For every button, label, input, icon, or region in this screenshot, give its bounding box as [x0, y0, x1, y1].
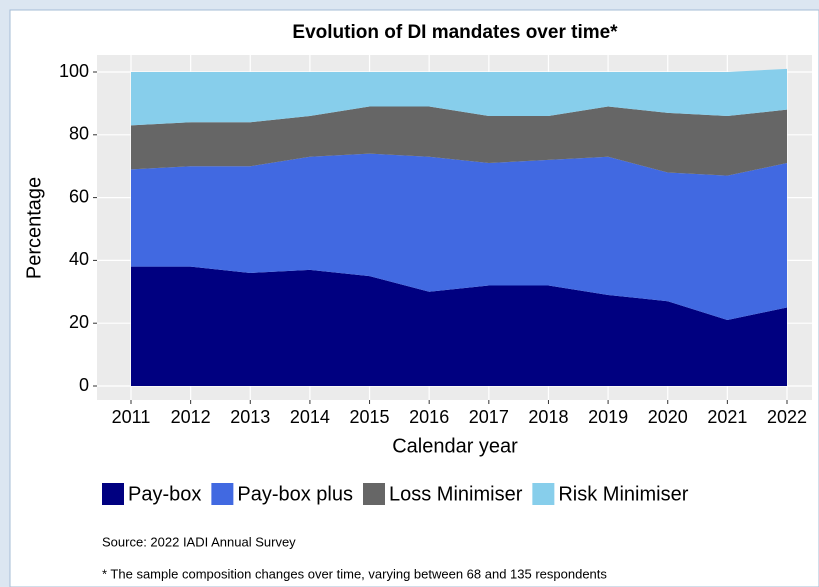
x-tick-label: 2018	[528, 407, 568, 427]
legend-label: Risk Minimiser	[558, 483, 688, 505]
area	[131, 68, 787, 126]
x-tick-label: 2019	[588, 407, 628, 427]
y-axis-title: Percentage	[23, 177, 45, 279]
x-tick-label: 2011	[112, 407, 151, 427]
y-tick-label: 0	[79, 375, 89, 395]
source: Source: 2022 IADI Annual Survey	[102, 534, 296, 549]
x-tick-label: 2017	[469, 407, 509, 427]
chart-title: Evolution of DI mandates over time*	[292, 22, 618, 43]
area	[131, 106, 787, 176]
legend-label: Pay-box plus	[237, 483, 353, 505]
legend-key	[532, 483, 555, 505]
y-tick-label: 100	[59, 61, 89, 81]
x-tick-label: 2014	[290, 407, 330, 427]
x-tick-label: 2022	[767, 407, 807, 427]
y-tick-label: 80	[69, 124, 89, 144]
area	[131, 266, 787, 386]
legend-label: Pay-box	[128, 483, 201, 505]
x-tick-label: 2021	[707, 407, 747, 427]
x-tick-label: 2020	[648, 407, 688, 427]
x-tick-label: 2012	[171, 407, 211, 427]
legend-key	[102, 483, 124, 505]
legend-key	[363, 483, 385, 505]
legend-label: Loss Minimiser	[389, 483, 523, 505]
y-tick-label: 60	[69, 186, 89, 206]
y-tick-label: 40	[69, 249, 89, 269]
x-axis-title: Calendar year	[392, 435, 518, 457]
x-tick-label: 2015	[350, 407, 390, 427]
note: * The sample composition changes over ti…	[102, 566, 607, 581]
legend-key	[211, 483, 234, 505]
x-tick-label: 2016	[409, 407, 449, 427]
y-tick-label: 20	[69, 312, 89, 332]
area	[131, 153, 787, 321]
x-tick-label: 2013	[230, 407, 270, 427]
